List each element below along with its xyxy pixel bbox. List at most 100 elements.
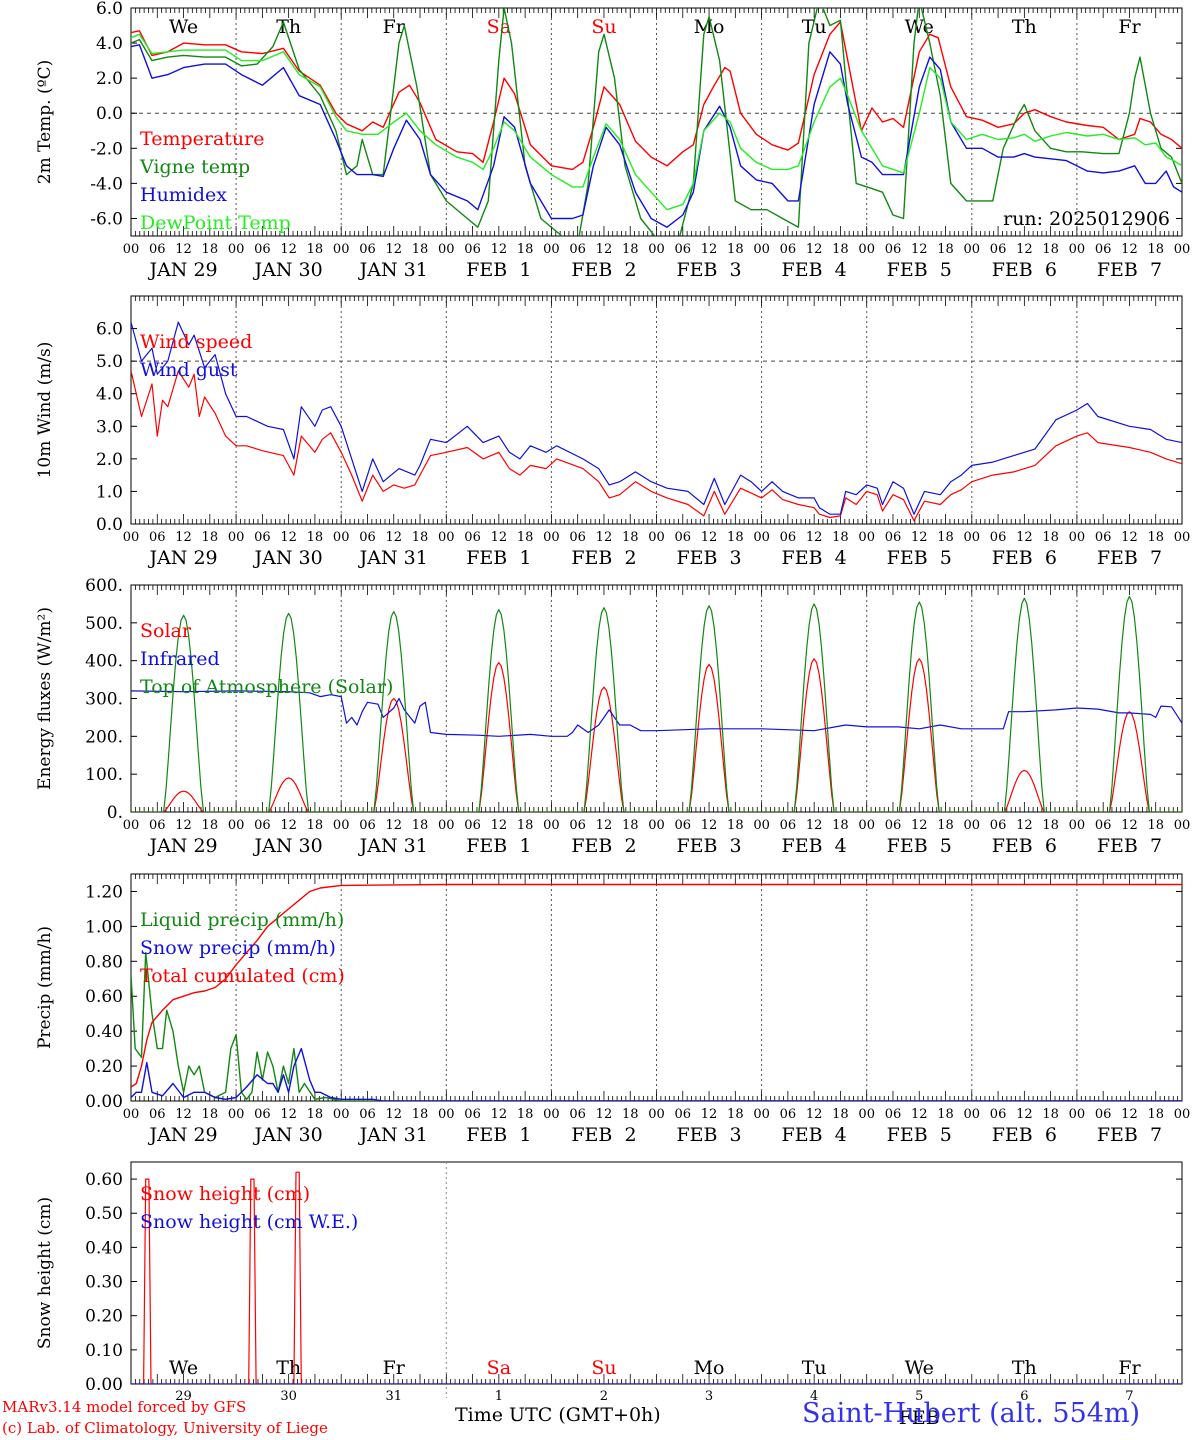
x-hour-label: 18: [202, 530, 219, 545]
x-date-label: JAN 30: [253, 547, 323, 569]
legend-entry: Snow height (cm W.E.): [140, 1211, 358, 1233]
x-hour-label: 18: [937, 242, 954, 257]
x-hour-label: 18: [622, 242, 639, 257]
x-day-number: 30: [280, 1389, 297, 1404]
x-hour-label: 18: [832, 818, 849, 833]
y-tick-label: 1.00: [85, 917, 123, 937]
model-credit: MARv3.14 model forced by GFS: [2, 1398, 247, 1416]
x-hour-label: 06: [254, 1107, 271, 1122]
x-date-label: FEB 3: [676, 835, 741, 857]
x-hour-label: 06: [990, 818, 1007, 833]
x-hour-label: 18: [832, 530, 849, 545]
x-hour-label: 12: [280, 1107, 297, 1122]
x-hour-label: 12: [701, 1107, 718, 1122]
y-tick-label: 0.00: [85, 1375, 123, 1395]
x-date-label: FEB 2: [571, 1124, 636, 1146]
x-hour-label: 18: [412, 818, 429, 833]
y-axis-label: Snow height (cm): [35, 1197, 55, 1349]
series-group: [131, 8, 1182, 236]
x-hour-label: 12: [911, 1107, 928, 1122]
series-line-vigne-temp: [131, 8, 1182, 236]
x-hour-label: 06: [675, 530, 692, 545]
weekday-label: Su: [591, 16, 616, 38]
series-line-snow-precip-mm-h-: [131, 1047, 1182, 1101]
x-date-label: FEB 1: [466, 547, 531, 569]
x-hour-label: 18: [727, 1107, 744, 1122]
x-date-label: JAN 31: [358, 835, 428, 857]
x-hour-label: 06: [885, 530, 902, 545]
x-hour-label: 06: [254, 818, 271, 833]
x-hour-label: 00: [123, 242, 140, 257]
legend-entry: Temperature: [140, 128, 264, 150]
weekday-label: Sa: [487, 1357, 511, 1379]
x-hour-label: 18: [202, 818, 219, 833]
x-hour-label: 00: [964, 530, 981, 545]
x-date-label: FEB 2: [571, 835, 636, 857]
x-hour-label: 06: [359, 1107, 376, 1122]
x-date-label: JAN 29: [147, 259, 217, 281]
x-hour-label: 18: [727, 530, 744, 545]
series-group: [131, 883, 1182, 1101]
x-day-number: 29: [175, 1389, 192, 1404]
x-hour-label: 06: [464, 1107, 481, 1122]
y-tick-label: 0.60: [85, 1170, 123, 1190]
y-tick-label: 600.: [85, 576, 123, 596]
y-tick-label: -4.0: [90, 174, 123, 194]
x-hour-label: 06: [1095, 818, 1112, 833]
x-axis-title: Time UTC (GMT+0h): [455, 1404, 661, 1426]
x-hour-label: 18: [517, 1107, 534, 1122]
x-hour-label: 06: [885, 818, 902, 833]
weekday-label: Tu: [802, 1357, 827, 1379]
x-hour-label: 12: [280, 242, 297, 257]
x-hour-label: 00: [333, 818, 350, 833]
x-hour-label: 00: [1069, 242, 1086, 257]
legend-entry: Infrared: [140, 648, 220, 670]
x-hour-label: 06: [149, 530, 166, 545]
weekday-label: Mo: [694, 1357, 725, 1379]
y-tick-label: 0.00: [85, 1092, 123, 1112]
x-date-label: JAN 30: [253, 1124, 323, 1146]
y-tick-label: -6.0: [90, 209, 123, 229]
x-hour-label: 06: [149, 1107, 166, 1122]
x-hour-label: 06: [149, 818, 166, 833]
y-tick-label: 2.0: [96, 69, 123, 89]
x-hour-label: 12: [175, 818, 192, 833]
legend-entry: Vigne temp: [139, 156, 250, 178]
x-hour-label: 00: [543, 530, 560, 545]
x-hour-label: 00: [964, 1107, 981, 1122]
y-tick-label: 4.0: [96, 385, 123, 405]
x-date-label: FEB 4: [782, 1124, 847, 1146]
x-date-label: FEB 5: [887, 835, 952, 857]
weekday-label: Th: [276, 1357, 301, 1379]
x-hour-label: 06: [780, 242, 797, 257]
x-date-label: FEB 1: [466, 1124, 531, 1146]
x-hour-label: 06: [990, 530, 1007, 545]
chart-panel-4: 1.20 1.00 0.80 0.60 0.40 0.20 0.00 Precip (mm/h…: [35, 873, 1190, 1146]
x-date-label: FEB 5: [887, 547, 952, 569]
weekday-label: Fr: [383, 1357, 406, 1379]
y-tick-label: 0.40: [85, 1238, 123, 1258]
plot-frame: [130, 295, 1183, 525]
x-hour-label: 12: [491, 242, 508, 257]
x-date-label: JAN 30: [253, 259, 323, 281]
x-hour-label: 18: [622, 1107, 639, 1122]
legend-entry: Humidex: [140, 184, 227, 206]
chart-panel-3: 600. 500. 400. 300. 200. 100. 0. Energy fluxes …: [35, 576, 1190, 857]
x-hour-label: 00: [1069, 530, 1086, 545]
x-date-label: FEB 6: [992, 1124, 1057, 1146]
x-hour-label: 06: [1095, 242, 1112, 257]
y-axis-label: Energy fluxes (W/m²): [35, 607, 55, 790]
x-hour-label: 18: [622, 530, 639, 545]
y-tick-label: -2.0: [90, 139, 123, 159]
y-tick-label: 0.40: [85, 1022, 123, 1042]
y-tick-label: 5.0: [96, 352, 123, 372]
x-hour-label: 00: [228, 818, 245, 833]
series-line-top-of-atmosphere-solar-: [131, 595, 1182, 812]
x-hour-label: 12: [1016, 242, 1033, 257]
x-hour-label: 12: [385, 1107, 402, 1122]
x-hour-label: 12: [596, 530, 613, 545]
x-date-label: JAN 29: [147, 547, 217, 569]
x-hour-label: 00: [964, 818, 981, 833]
legend-entry: Total cumulated (cm): [140, 965, 345, 987]
x-hour-label: 12: [911, 242, 928, 257]
